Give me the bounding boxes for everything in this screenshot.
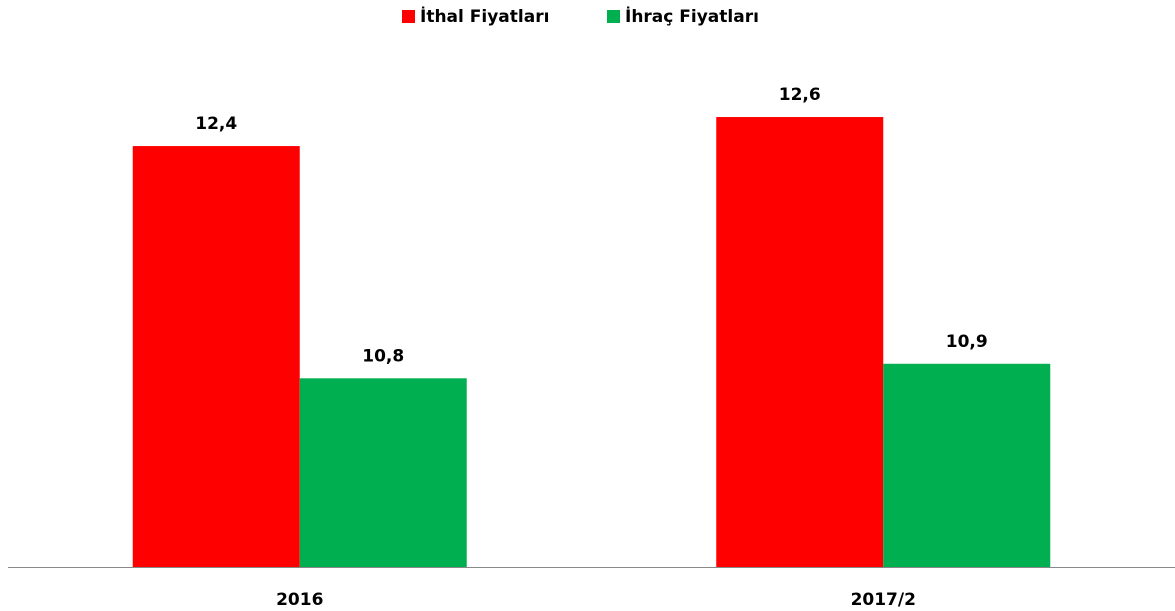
bar xyxy=(299,378,467,567)
x-tick-label: 2016 xyxy=(276,590,323,610)
data-label: 10,9 xyxy=(946,332,988,352)
data-label: 10,8 xyxy=(362,346,404,366)
x-tick-label: 2017/2 xyxy=(851,590,916,610)
legend-swatch xyxy=(607,10,620,23)
legend-label: İhraç Fiyatları xyxy=(625,5,759,27)
bar xyxy=(883,363,1051,567)
bar xyxy=(132,146,300,567)
data-label: 12,6 xyxy=(779,85,821,105)
data-label: 12,4 xyxy=(195,114,237,134)
bar xyxy=(716,117,884,567)
legend-swatch xyxy=(402,10,415,23)
legend-label: İthal Fiyatları xyxy=(420,5,549,27)
